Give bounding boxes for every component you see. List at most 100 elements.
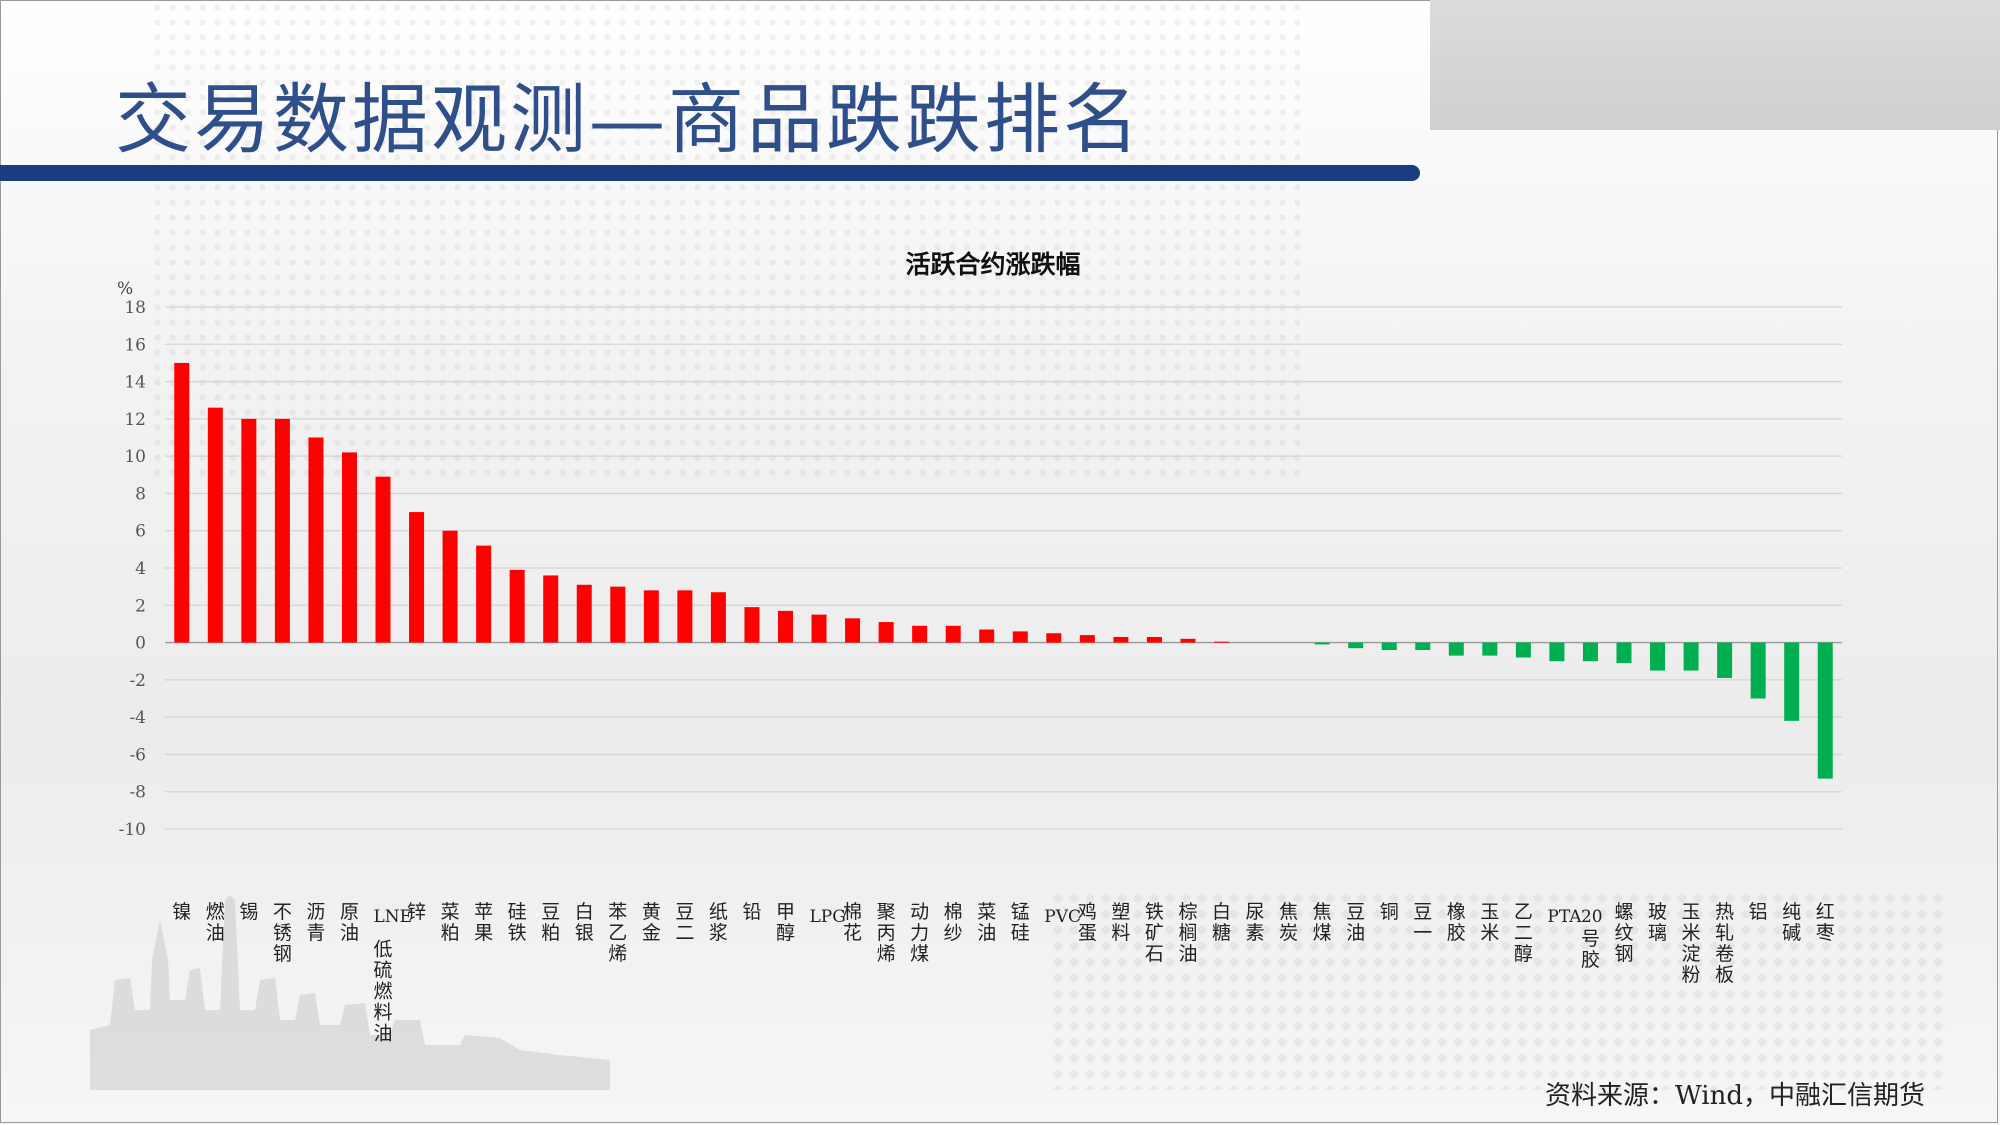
x-tick-label: 沥青 [306, 901, 325, 944]
bar [1046, 633, 1062, 643]
x-tick-label: PTA [1547, 907, 1582, 927]
bar [576, 584, 592, 643]
x-tick-label: 动力煤 [910, 901, 929, 965]
bar [1650, 642, 1666, 671]
page-title: 交易数据观测—商品跌跌排名 [115, 75, 1142, 164]
x-tick-label: 乙二醇 [1514, 901, 1533, 965]
x-tick-label: 镍 [172, 901, 191, 923]
x-tick-label: 塑料 [1111, 901, 1130, 944]
y-tick-label: 4 [135, 559, 146, 579]
x-tick-label: 螺纹钢 [1614, 901, 1633, 965]
y-tick-label: 2 [135, 596, 146, 616]
background-skyline [90, 895, 610, 1090]
bar [409, 512, 425, 643]
x-tick-label: 锌 [407, 901, 426, 923]
y-axis-unit: % [117, 279, 133, 299]
y-tick-label: 14 [124, 373, 146, 393]
x-tick-label: 玉米淀粉 [1682, 901, 1701, 986]
bar [677, 590, 693, 643]
bar [1381, 642, 1397, 651]
x-tick-label: 鸡蛋 [1078, 901, 1097, 944]
bar [308, 437, 324, 643]
bar [1314, 642, 1330, 645]
y-tick-label: -10 [119, 820, 146, 840]
x-tick-label: 白银 [575, 901, 594, 944]
x-tick-label: 黄金 [642, 901, 661, 944]
bar [207, 407, 223, 643]
y-axis-ticks: 18 16 14 12 10 8 6 4 2 0 -2 -4 -6 -8 -10 [119, 298, 146, 840]
x-tick-label: 不锈钢 [273, 901, 292, 965]
bar [442, 530, 458, 643]
x-tick-label: 铜 [1380, 901, 1399, 923]
x-tick-label: 豆粕 [541, 901, 560, 944]
y-tick-label: 12 [124, 410, 146, 430]
y-tick-label: 10 [124, 447, 146, 467]
bar [375, 476, 391, 643]
x-tick-label: 铝 [1749, 901, 1768, 923]
bar [1683, 642, 1699, 671]
y-tick-label: 0 [135, 634, 146, 654]
x-tick-label: 纯碱 [1782, 901, 1801, 944]
x-tick-label: LNE 低硫燃料油 [374, 907, 413, 1045]
x-tick-label: 豆油 [1346, 901, 1365, 944]
x-tick-label: 棉花 [843, 901, 862, 944]
bar [1482, 642, 1498, 656]
x-axis-labels: 镍燃油锡 不锈钢沥青原油 LNE 低硫燃料油锌 菜粕苹果硅铁豆粕白银苯乙烯黄金豆二纸浆铅… [172, 901, 1834, 1045]
bar [1784, 642, 1800, 721]
x-tick-label: 橡胶 [1447, 901, 1466, 944]
bar [341, 452, 357, 643]
x-tick-label: 菜粕 [441, 901, 460, 944]
bar [1348, 642, 1364, 649]
bar [1717, 642, 1733, 678]
bar [744, 607, 760, 643]
x-tick-label: 苯乙烯 [608, 901, 627, 965]
bar [274, 418, 290, 643]
bar [241, 418, 257, 643]
bar [1582, 642, 1598, 662]
bar [174, 362, 190, 643]
bar [476, 545, 492, 643]
bar [643, 590, 659, 643]
bar [912, 625, 928, 643]
bar [1616, 642, 1632, 664]
x-tick-label: 棉纱 [944, 901, 963, 944]
x-tick-label: LPG [810, 907, 846, 927]
bar [543, 575, 559, 643]
x-tick-label: 纸浆 [709, 901, 728, 944]
bar [1415, 642, 1431, 651]
bar [1079, 635, 1095, 643]
background-panel [1430, 0, 2000, 130]
y-tick-label: 8 [135, 484, 146, 504]
x-tick-label: 焦煤 [1313, 901, 1332, 944]
x-tick-label: 甲醇 [776, 901, 795, 944]
x-tick-label: 铅 [742, 901, 761, 923]
bar [710, 592, 726, 643]
y-tick-label: -4 [129, 708, 146, 728]
source-note: 资料来源：Wind，中融汇信期货 [1545, 1081, 1925, 1111]
x-tick-label: 白糖 [1212, 901, 1231, 944]
bar [1113, 636, 1129, 643]
x-tick-label: 焦炭 [1279, 901, 1298, 944]
x-tick-label: 红枣 [1816, 901, 1835, 944]
y-tick-label: 6 [135, 522, 146, 542]
x-tick-label: 苹果 [474, 901, 493, 944]
x-tick-label: 铁矿石 [1145, 901, 1164, 965]
bar [811, 614, 827, 643]
bar [777, 610, 793, 643]
bar [1515, 642, 1531, 658]
y-tick-label: -8 [129, 783, 146, 803]
x-tick-label: 20 号胶 [1581, 907, 1603, 971]
bar-series [174, 362, 1833, 779]
y-tick-label: 18 [124, 298, 146, 318]
chart-title: 活跃合约涨跌幅 [905, 250, 1080, 279]
bar [1549, 642, 1565, 662]
bar [610, 586, 626, 643]
background-world-map [150, 0, 1300, 480]
x-tick-label: 菜油 [977, 901, 996, 944]
x-tick-label: 棕榈油 [1178, 901, 1197, 965]
x-tick-label: 玻璃 [1648, 901, 1667, 944]
bar [878, 622, 894, 643]
x-tick-label: 豆二 [675, 901, 694, 944]
title-underline-bar [0, 165, 1420, 181]
